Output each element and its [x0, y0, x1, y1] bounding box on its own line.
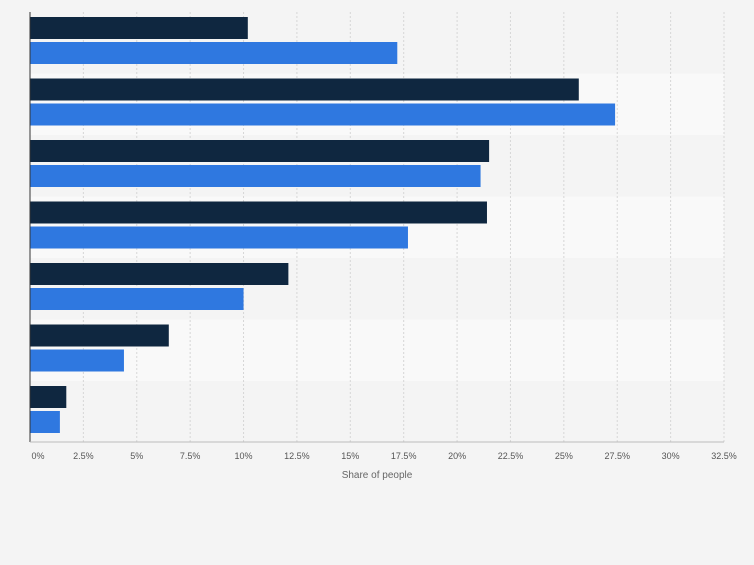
x-tick-label: 20% — [448, 451, 466, 461]
x-tick-label: 12.5% — [284, 451, 310, 461]
bar-series-2-row-6[interactable] — [30, 349, 124, 372]
bar-series-2-row-3[interactable] — [30, 165, 481, 187]
x-tick-label: 17.5% — [391, 451, 417, 461]
x-tick-label: 7.5% — [180, 451, 201, 461]
x-tick-label: 27.5% — [604, 451, 630, 461]
x-tick-label: 15% — [341, 451, 359, 461]
bar-series-1-row-5[interactable] — [30, 263, 289, 285]
x-tick-label: 25% — [555, 451, 573, 461]
bar-series-2-row-4[interactable] — [30, 226, 408, 249]
x-axis-label: Share of people — [342, 470, 413, 481]
x-tick-label: 2.5% — [73, 451, 94, 461]
x-tick-label: 22.5% — [498, 451, 524, 461]
bar-series-2-row-1[interactable] — [30, 42, 398, 64]
bar-series-1-row-1[interactable] — [30, 17, 248, 39]
bar-series-2-row-7[interactable] — [30, 411, 60, 433]
x-tick-labels: 0% 2.5% 5% 7.5% 10% 12.5% 15% 17.5% 20% 22.5% 25% 2… — [31, 451, 736, 461]
bar-series-2-row-5[interactable] — [30, 288, 244, 310]
x-tick-label: 32.5% — [711, 451, 737, 461]
x-tick-label: 10% — [235, 451, 253, 461]
bar-series-1-row-6[interactable] — [30, 324, 169, 347]
x-tick-label: 0% — [31, 451, 44, 461]
bar-series-1-row-2[interactable] — [30, 78, 579, 101]
x-tick-label: 30% — [662, 451, 680, 461]
bar-series-1-row-7[interactable] — [30, 386, 67, 408]
axes — [29, 12, 724, 443]
bars — [30, 17, 616, 433]
bar-series-2-row-2[interactable] — [30, 103, 616, 126]
x-tick-label: 5% — [130, 451, 143, 461]
bar-series-1-row-4[interactable] — [30, 201, 487, 224]
bar-series-1-row-3[interactable] — [30, 140, 490, 162]
